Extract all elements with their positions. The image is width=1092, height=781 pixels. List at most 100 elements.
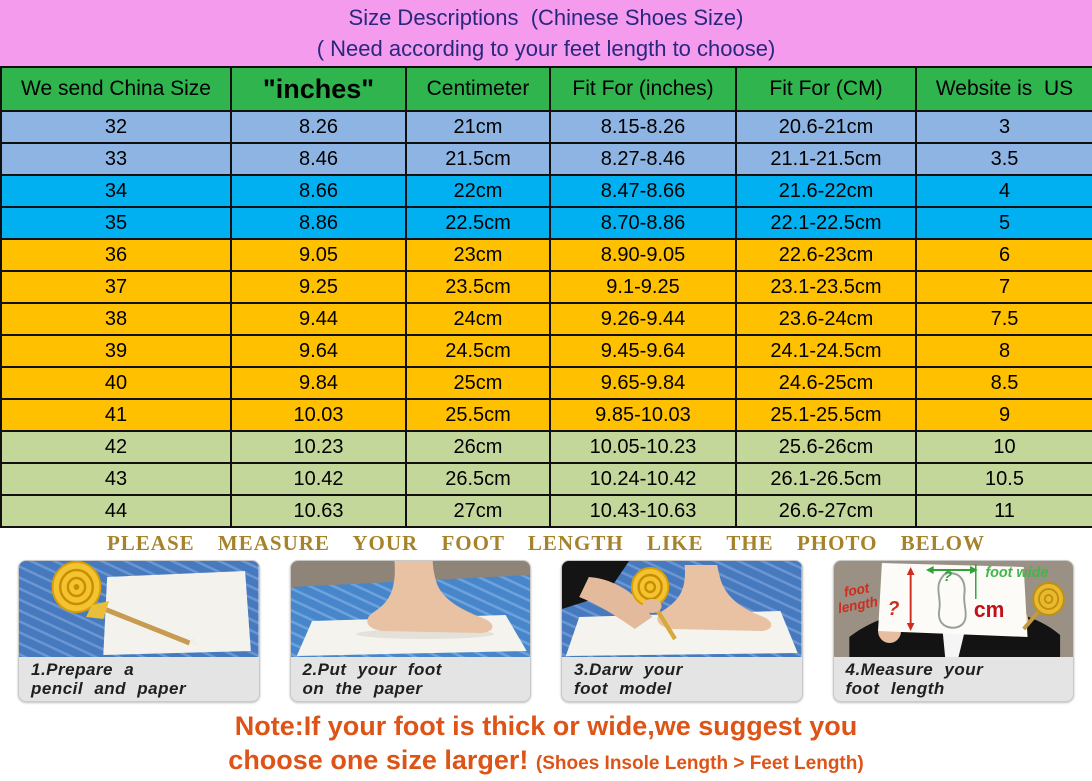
cell-centimeter: 23.5cm [405,270,551,304]
col-header-centimeter: Centimeter [405,66,551,112]
cell-fit_cm: 23.1-23.5cm [735,270,917,304]
foot-length-label: foot length [836,580,878,616]
cell-centimeter: 21.5cm [405,142,551,176]
cell-centimeter: 26cm [405,430,551,464]
cell-us: 7.5 [915,302,1092,336]
table-row: 37 9.25 23.5cm 9.1-9.25 23.1-23.5cm 7 [0,270,1092,304]
cell-fit_inches: 10.43-10.63 [549,494,737,528]
note-line-2-main: choose one size larger! [228,745,529,775]
photo-card-2: 2.Put your foot on the paper [289,560,531,702]
cell-inches: 10.42 [230,462,407,496]
cell-us: 11 [915,494,1092,528]
size-table: We send China Size "inches" Centimeter F… [0,66,1092,528]
cell-china_size: 35 [0,206,232,240]
foot-wide-arrow [925,564,978,599]
page-subtitle: ( Need according to your feet length to … [316,36,776,61]
photo-card-1: 1.Prepare a pencil and paper [18,560,260,702]
note-line-1: Note:If your foot is thick or wide,we su… [234,711,858,741]
cell-inches: 8.86 [230,206,407,240]
cell-china_size: 41 [0,398,232,432]
cell-centimeter: 22.5cm [405,206,551,240]
cell-us: 10 [915,430,1092,464]
cell-fit_cm: 24.1-24.5cm [735,334,917,368]
cm-label: cm [973,598,1003,623]
table-row: 43 10.42 26.5cm 10.24-10.42 26.1-26.5cm 10.5 [0,462,1092,496]
photo-caption: 1.Prepare a pencil and paper [19,657,259,698]
cell-china_size: 39 [0,334,232,368]
cell-fit_cm: 20.6-21cm [735,110,917,144]
photo-measure-foot-length: foot length ? cm ? foot wide [833,561,1073,657]
cell-fit_inches: 8.70-8.86 [549,206,737,240]
cell-inches: 9.64 [230,334,407,368]
cell-fit_cm: 26.1-26.5cm [735,462,917,496]
cell-fit_cm: 26.6-27cm [735,494,917,528]
cell-fit_inches: 9.26-9.44 [549,302,737,336]
cell-us: 7 [915,270,1092,304]
cell-inches: 10.23 [230,430,407,464]
table-row: 44 10.63 27cm 10.43-10.63 26.6-27cm 11 [0,494,1092,528]
measure-instruction-title: PLEASE MEASURE YOUR FOOT LENGTH LIKE THE… [106,531,986,555]
foot-outline-drawing [936,571,967,629]
photo-foot-on-paper [290,561,530,657]
cell-china_size: 33 [0,142,232,176]
cell-fit_inches: 9.85-10.03 [549,398,737,432]
photo-draw-foot-model [562,561,802,657]
cell-fit_inches: 9.1-9.25 [549,270,737,304]
cell-inches: 8.66 [230,174,407,208]
cell-fit_cm: 21.1-21.5cm [735,142,917,176]
cell-centimeter: 25.5cm [405,398,551,432]
photo-card-4: foot length ? cm ? foot wide [832,560,1074,702]
cell-china_size: 32 [0,110,232,144]
cell-fit_inches: 8.47-8.66 [549,174,737,208]
page-title: Size Descriptions (Chinese Shoes Size) [348,5,744,30]
cell-us: 6 [915,238,1092,272]
cell-us: 9 [915,398,1092,432]
cell-fit_cm: 21.6-22cm [735,174,917,208]
lollipop-pencil-icon [51,561,200,647]
cell-fit_cm: 25.1-25.5cm [735,398,917,432]
cell-inches: 9.25 [230,270,407,304]
cell-fit_inches: 9.65-9.84 [549,366,737,400]
foot-wide-label: foot wide [985,565,1048,581]
cell-centimeter: 25cm [405,366,551,400]
caption-line: 4.Measure your [845,660,984,679]
svg-text:length: length [836,594,878,616]
photo-prepare-pencil-paper [19,561,259,657]
note-line-2-detail: (Shoes Insole Length > Feet Length) [535,753,864,774]
table-row: 38 9.44 24cm 9.26-9.44 23.6-24cm 7.5 [0,302,1092,336]
table-row: 39 9.64 24.5cm 9.45-9.64 24.1-24.5cm 8 [0,334,1092,368]
cell-fit_cm: 25.6-26cm [735,430,917,464]
caption-line: foot model [574,679,672,698]
cell-centimeter: 22cm [405,174,551,208]
photo-caption: 4.Measure your foot length [834,657,1074,698]
cell-centimeter: 26.5cm [405,462,551,496]
cell-china_size: 42 [0,430,232,464]
arm-shape [579,577,653,629]
length-question-mark: ? [887,598,899,620]
photo-card-3: 3.Darw your foot model [561,560,803,702]
cell-fit_cm: 24.6-25cm [735,366,917,400]
cell-inches: 8.26 [230,110,407,144]
table-row: 40 9.84 25cm 9.65-9.84 24.6-25cm 8.5 [0,366,1092,400]
cell-china_size: 37 [0,270,232,304]
cell-us: 3 [915,110,1092,144]
col-header-us: Website is US [915,66,1092,112]
measure-photos: 1.Prepare a pencil and paper 2.Put your … [0,558,1092,702]
caption-line: 3.Darw your [574,660,683,679]
header-row: We send China Size "inches" Centimeter F… [0,66,1092,112]
wide-question-mark: ? [943,569,952,585]
cell-centimeter: 23cm [405,238,551,272]
size-note: Note:If your foot is thick or wide,we su… [0,702,1092,781]
cell-inches: 10.03 [230,398,407,432]
cell-centimeter: 24cm [405,302,551,336]
paper-sheet [103,571,251,655]
col-header-inches: "inches" [230,66,407,112]
cell-centimeter: 21cm [405,110,551,144]
cell-us: 8 [915,334,1092,368]
cell-inches: 8.46 [230,142,407,176]
caption-line: 2.Put your foot [302,660,442,679]
svg-text:foot: foot [842,580,871,600]
table-row: 41 10.03 25.5cm 9.85-10.03 25.1-25.5cm 9 [0,398,1092,432]
cell-china_size: 34 [0,174,232,208]
table-row: 36 9.05 23cm 8.90-9.05 22.6-23cm 6 [0,238,1092,272]
